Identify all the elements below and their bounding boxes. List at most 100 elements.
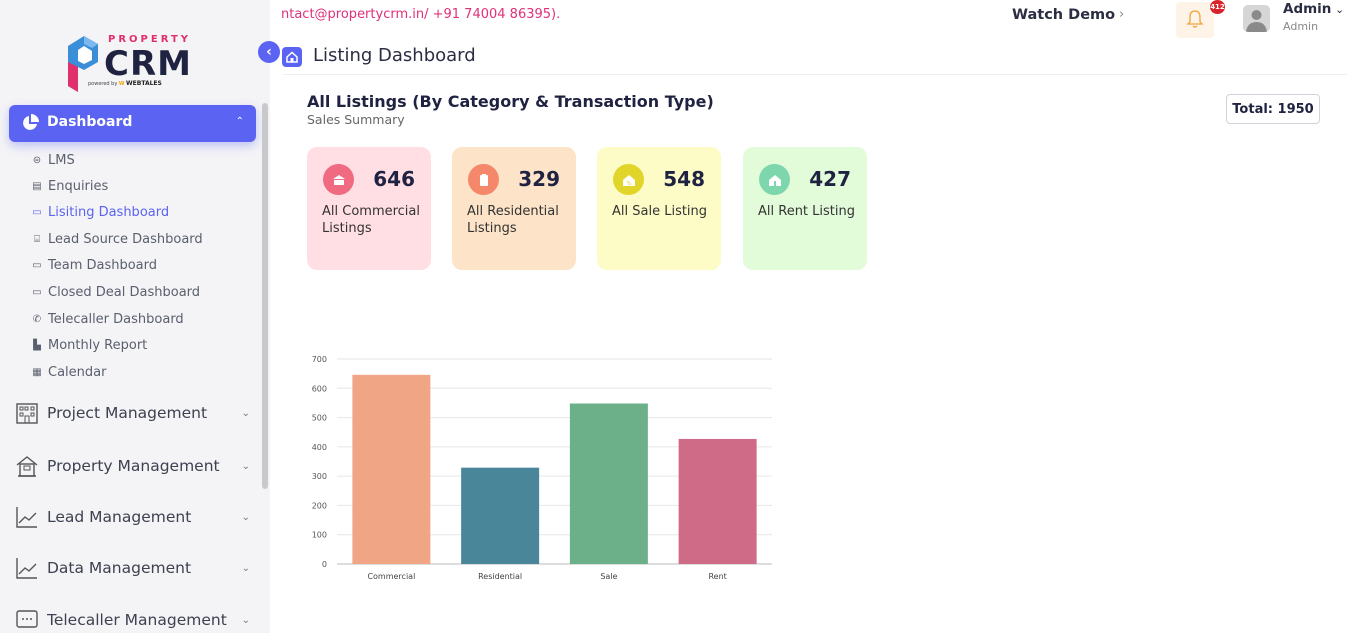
stat-value: 329 — [518, 167, 560, 191]
y-tick-label: 200 — [312, 501, 327, 510]
sidebar-subitem-monthly-report[interactable]: ▙ Monthly Report — [30, 338, 147, 353]
watch-demo-link[interactable]: Watch Demo — [1012, 7, 1116, 23]
menu-label: Project Management — [47, 404, 208, 422]
line-chart-icon — [16, 558, 37, 579]
sidebar-item-label: Dashboard — [47, 114, 133, 130]
bar-commercial — [352, 374, 431, 564]
y-tick-label: 600 — [312, 384, 327, 393]
chevron-down-icon[interactable]: ⌄ — [1335, 3, 1345, 16]
menu-label: Telecaller Management — [47, 611, 227, 629]
sidebar-item-dashboard[interactable]: Dashboard ⌃ — [9, 105, 256, 142]
y-tick-label: 500 — [312, 414, 327, 423]
subitem-label: Team Dashboard — [48, 258, 158, 273]
summary-subtitle: Sales Summary — [307, 112, 405, 127]
rent-house-icon — [759, 164, 790, 195]
stat-value: 427 — [809, 167, 851, 191]
svg-text:%: % — [626, 181, 631, 187]
sidebar-subitem-listing-dashboard[interactable]: ▭ Lisiting Dashboard — [30, 205, 169, 220]
notifications-button[interactable]: 412 — [1176, 0, 1225, 38]
top-bar: ntact@propertycrm.in/ +91 74004 86395). … — [270, 0, 1347, 75]
brand-name: CRM — [104, 44, 192, 84]
sidebar-menu-project-management[interactable]: Project Management ⌄ — [15, 398, 250, 428]
stat-label: All Sale Listing — [612, 204, 708, 219]
subitem-label: Monthly Report — [48, 338, 148, 353]
stat-card-rent[interactable]: 427 All Rent Listing — [743, 147, 867, 270]
sidebar-subitem-telecaller-dashboard[interactable]: ✆ Telecaller Dashboard — [30, 312, 184, 327]
y-tick-label: 0 — [322, 560, 327, 569]
brand-top-text: PROPERTY — [108, 34, 192, 45]
brand-powered: powered by W WEBTALES — [88, 80, 162, 87]
stat-label: All Residential Listings — [467, 204, 559, 236]
y-tick-label: 400 — [312, 443, 327, 452]
stat-label: All Rent Listing — [758, 204, 855, 219]
subitem-label: Telecaller Dashboard — [48, 312, 184, 327]
home-icon[interactable] — [282, 47, 302, 67]
y-tick-label: 700 — [312, 355, 327, 364]
clipboard-icon — [468, 164, 499, 195]
subitem-label: Calendar — [48, 365, 107, 380]
partner-name: WEBTALES — [126, 80, 162, 87]
x-tick-label: Residential — [478, 572, 522, 581]
chat-icon — [16, 610, 38, 628]
stat-card-sale[interactable]: % 548 All Sale Listing — [597, 147, 721, 270]
contact-marquee[interactable]: ntact@propertycrm.in/ +91 74004 86395). — [281, 7, 561, 22]
sidebar: PROPERTY CRM powered by W WEBTALES Dashb… — [0, 0, 270, 633]
notification-badge: 412 — [1210, 0, 1225, 14]
sidebar-menu-property-management[interactable]: Property Management ⌄ — [15, 451, 250, 481]
sidebar-scrollbar[interactable] — [262, 103, 268, 489]
chevron-up-icon: ⌃ — [235, 116, 244, 127]
phone-icon: ✆ — [32, 314, 42, 325]
page-title: Listing Dashboard — [313, 45, 476, 66]
menu-label: Property Management — [47, 457, 220, 475]
chevron-down-icon: ⌄ — [241, 511, 250, 523]
user-name[interactable]: Admin — [1283, 1, 1332, 17]
pie-chart-icon — [23, 114, 39, 130]
menu-label: Lead Management — [47, 508, 192, 526]
powered-text: powered by — [88, 81, 118, 87]
sale-house-icon: % — [613, 164, 644, 195]
sidebar-subitem-calendar[interactable]: ▦ Calendar — [30, 365, 106, 380]
x-tick-label: Sale — [600, 572, 617, 581]
bar-sale — [569, 403, 648, 564]
sidebar-menu-data-management[interactable]: Data Management ⌄ — [15, 553, 250, 583]
y-tick-label: 300 — [312, 472, 327, 481]
line-chart-icon — [16, 507, 37, 528]
user-silhouette-icon — [1243, 5, 1270, 32]
brand-mark-icon — [68, 36, 98, 92]
document-icon: ▤ — [32, 181, 42, 192]
partner-w-icon: W — [118, 81, 125, 87]
user-role: Admin — [1283, 20, 1319, 33]
subitem-label: Lisiting Dashboard — [48, 205, 170, 220]
brand-logo[interactable]: PROPERTY CRM powered by W WEBTALES — [60, 28, 210, 96]
summary-title: All Listings (By Category & Transaction … — [307, 92, 714, 111]
sidebar-subitem-enquiries[interactable]: ▤ Enquiries — [30, 179, 108, 194]
sidebar-collapse-button[interactable]: ‹ — [258, 41, 280, 63]
sidebar-menu-lead-management[interactable]: Lead Management ⌄ — [15, 502, 250, 532]
sidebar-subitem-lms[interactable]: ⊜ LMS — [30, 153, 75, 168]
house-icon — [16, 456, 38, 477]
menu-label: Data Management — [47, 559, 192, 577]
bar-rent — [678, 438, 757, 564]
sidebar-menu-telecaller-management[interactable]: Telecaller Management ⌄ — [15, 605, 250, 633]
desktop-icon: ▭ — [32, 287, 42, 298]
avatar[interactable] — [1243, 5, 1270, 32]
bar-residential — [461, 467, 540, 564]
monitor-icon: ▭ — [32, 207, 42, 218]
file-icon: ▙ — [33, 340, 41, 351]
building-icon — [323, 164, 354, 195]
x-tick-label: Rent — [708, 572, 726, 581]
chevron-right-icon[interactable]: › — [1119, 7, 1125, 22]
total-button[interactable]: Total: 1950 — [1226, 94, 1320, 124]
chevron-down-icon: ⌄ — [241, 460, 250, 472]
listings-bar-chart: 0 100 200 300 400 500 600 700 Commercial Resident… — [312, 355, 772, 581]
stat-card-residential[interactable]: 329 All Residential Listings — [452, 147, 576, 270]
subitem-label: Lead Source Dashboard — [48, 232, 203, 247]
sidebar-subitem-team-dashboard[interactable]: ▭ Team Dashboard — [30, 258, 157, 273]
monitor-icon: ▭ — [32, 260, 42, 271]
sidebar-subitem-lead-source-dashboard[interactable]: ⌸ Lead Source Dashboard — [30, 232, 203, 247]
stat-card-commercial[interactable]: 646 All Commercial Listings — [307, 147, 431, 270]
subitem-label: Closed Deal Dashboard — [48, 285, 201, 300]
sidebar-subitem-closed-deal-dashboard[interactable]: ▭ Closed Deal Dashboard — [30, 285, 200, 300]
chevron-down-icon: ⌄ — [241, 407, 250, 419]
stat-value: 548 — [663, 167, 705, 191]
